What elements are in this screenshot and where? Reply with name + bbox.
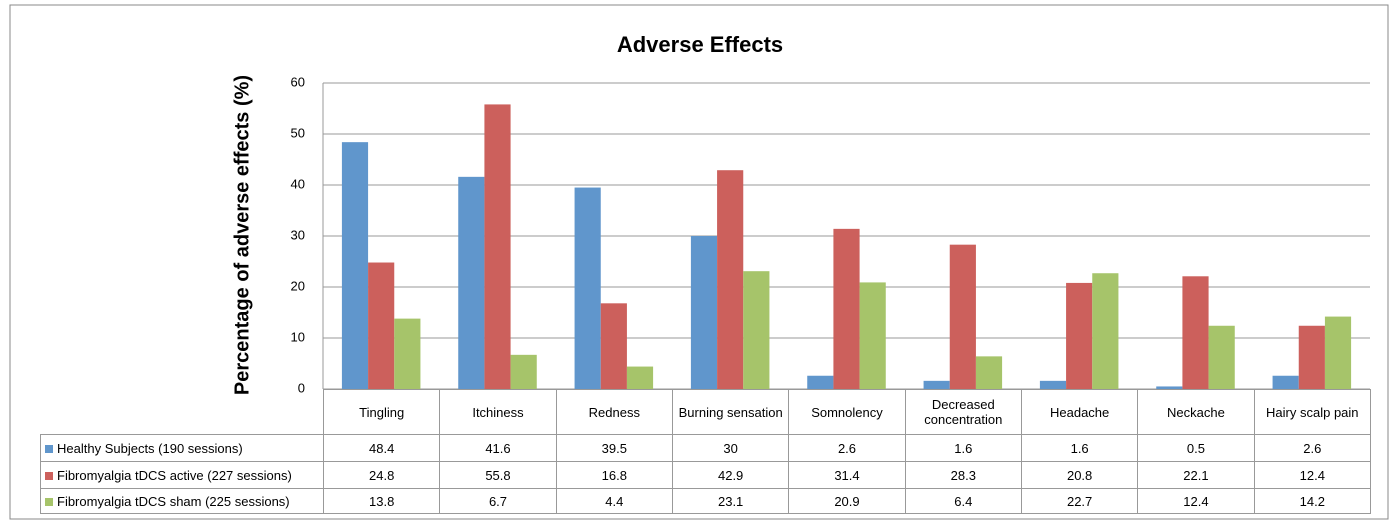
table-value: 6.7 — [439, 488, 557, 514]
table-value: 14.2 — [1253, 488, 1371, 514]
bar — [484, 104, 511, 390]
bar — [1298, 325, 1325, 389]
legend-entry: Fibromyalgia tDCS active (227 sessions) — [40, 461, 324, 489]
bar — [574, 187, 601, 389]
x-tick-label: Burning sensation — [671, 389, 790, 435]
legend-entry: Fibromyalgia tDCS sham (225 sessions) — [40, 488, 324, 514]
legend-key — [45, 471, 53, 480]
table-value: 2.6 — [788, 434, 906, 462]
legend-key — [45, 444, 53, 453]
bar — [600, 303, 627, 389]
legend-key — [45, 497, 53, 506]
table-row: Fibromyalgia tDCS active (227 sessions) 2… — [40, 461, 1371, 489]
table-value: 1.6 — [904, 434, 1022, 462]
bar — [1272, 375, 1299, 389]
table-value: 20.9 — [788, 488, 906, 514]
bar — [949, 244, 976, 389]
bar — [1208, 325, 1235, 389]
table-value: 1.6 — [1020, 434, 1139, 462]
y-tick-label: 40 — [291, 176, 305, 191]
table-row: Healthy Subjects (190 sessions) 48.4 41.6 3… — [40, 434, 1371, 462]
bar — [368, 262, 395, 389]
bar — [1039, 380, 1067, 389]
table-header-row: Tingling Itchiness Redness Burning sensatio… — [40, 389, 1371, 435]
table-value: 41.6 — [439, 434, 557, 462]
table-row: Fibromyalgia tDCS sham (225 sessions) 13.… — [40, 488, 1371, 514]
bar — [833, 228, 860, 389]
bar — [458, 176, 485, 389]
table-value: 20.8 — [1020, 461, 1139, 489]
legend-label: Fibromyalgia tDCS active (227 sessions) — [57, 467, 292, 483]
table-value: 24.8 — [322, 461, 441, 489]
legend-label: Healthy Subjects (190 sessions) — [57, 440, 243, 456]
table-value: 31.4 — [788, 461, 906, 489]
legend-label: Fibromyalgia tDCS sham (225 sessions) — [57, 493, 290, 509]
table-value: 55.8 — [439, 461, 557, 489]
table-value: 12.4 — [1253, 461, 1371, 489]
y-tick-label: 20 — [291, 278, 305, 293]
bar — [923, 380, 950, 389]
x-tick-label: Redness — [555, 389, 673, 435]
bar — [1182, 276, 1209, 389]
table-value: 16.8 — [555, 461, 673, 489]
y-tick-label: 50 — [291, 125, 305, 140]
bar — [341, 142, 369, 389]
y-tick-label: 0 — [298, 380, 305, 395]
table-value: 0.5 — [1137, 434, 1255, 462]
table-value: 22.1 — [1137, 461, 1255, 489]
y-tick-label: 30 — [291, 227, 305, 242]
y-tick-label: 10 — [291, 329, 305, 344]
table-value: 28.3 — [904, 461, 1022, 489]
bar — [394, 318, 421, 389]
bar — [975, 356, 1003, 389]
table-value: 39.5 — [555, 434, 673, 462]
bar — [807, 375, 834, 389]
table-value: 30 — [671, 434, 790, 462]
y-tick-label: 60 — [291, 74, 305, 89]
bar — [1156, 386, 1183, 389]
table-value: 2.6 — [1253, 434, 1371, 462]
bar — [717, 170, 744, 389]
table-value: 6.4 — [904, 488, 1022, 514]
table-value: 4.4 — [555, 488, 673, 514]
x-tick-label: Headache — [1020, 389, 1139, 435]
x-tick-label: Hairy scalp pain — [1253, 389, 1371, 435]
bar — [1066, 282, 1093, 389]
x-tick-label: Somnolency — [788, 389, 906, 435]
table-value: 13.8 — [322, 488, 441, 514]
table-value: 12.4 — [1137, 488, 1255, 514]
x-tick-label: Itchiness — [439, 389, 557, 435]
x-tick-label: Decreased concentration — [904, 389, 1022, 435]
bar — [1324, 316, 1352, 389]
table-value: 23.1 — [671, 488, 790, 514]
x-tick-label: Neckache — [1137, 389, 1255, 435]
table-value: 48.4 — [322, 434, 441, 462]
x-tick-label: Tingling — [322, 389, 441, 435]
chart-title: Adverse Effects — [617, 32, 783, 57]
bar — [743, 271, 770, 389]
bar — [510, 354, 537, 389]
legend-entry: Healthy Subjects (190 sessions) — [40, 434, 324, 462]
chart-border — [9, 4, 1389, 520]
bar — [1092, 273, 1119, 389]
table-value: 42.9 — [671, 461, 790, 489]
data-table: Tingling Itchiness Redness Burning sensatio… — [40, 389, 1371, 514]
bar — [626, 366, 654, 389]
bar — [690, 236, 718, 389]
table-corner — [40, 389, 324, 435]
bar — [859, 282, 886, 389]
y-axis-label: Percentage of adverse effects (%) — [231, 75, 253, 395]
table-value: 22.7 — [1020, 488, 1139, 514]
